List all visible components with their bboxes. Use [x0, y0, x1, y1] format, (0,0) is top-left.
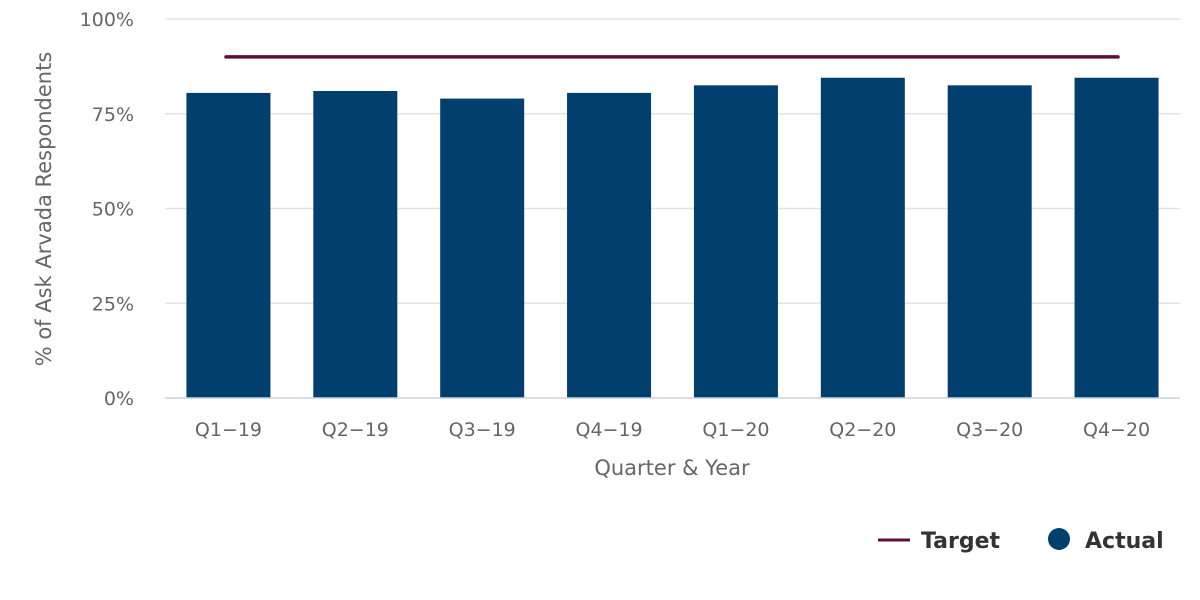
x-tick-label: Q2−19	[322, 419, 389, 441]
legend-actual-swatch	[1048, 528, 1070, 550]
y-tick-label: 100%	[80, 9, 134, 31]
y-tick-label: 25%	[92, 293, 134, 315]
bar-q2-20[interactable]	[820, 77, 905, 399]
bar-q2-19[interactable]	[313, 91, 398, 398]
x-tick-label: Q4−20	[1083, 419, 1150, 441]
y-tick-label: 0%	[104, 388, 134, 410]
bar-q4-19[interactable]	[567, 92, 652, 398]
x-axis-title: Quarter & Year	[594, 456, 750, 480]
y-axis-title: % of Ask Arvada Respondents	[32, 52, 56, 367]
x-tick-label: Q1−20	[702, 419, 769, 441]
legend-target-label: Target	[921, 529, 1001, 554]
legend-item-actual[interactable]: Actual	[1048, 528, 1164, 554]
x-tick-label: Q2−20	[829, 419, 896, 441]
y-tick-label: 75%	[92, 104, 134, 126]
bar-q1-19[interactable]	[186, 92, 271, 398]
x-tick-label: Q3−19	[449, 419, 516, 441]
legend-actual-label: Actual	[1085, 529, 1164, 554]
x-tick-label: Q1−19	[195, 419, 262, 441]
legend: Target Actual	[878, 528, 1164, 554]
bar-q3-20[interactable]	[947, 85, 1032, 398]
bar-q3-19[interactable]	[440, 98, 525, 398]
x-tick-label: Q4−19	[575, 419, 642, 441]
x-tick-label: Q3−20	[956, 419, 1023, 441]
bar-q1-20[interactable]	[693, 85, 778, 398]
x-axis-ticks: Q1−19 Q2−19 Q3−19 Q4−19 Q1−20 Q2−20 Q3−20 Q4−20	[195, 419, 1150, 441]
bars	[186, 77, 1159, 399]
legend-item-target[interactable]: Target	[878, 529, 1001, 554]
bar-q4-20[interactable]	[1074, 77, 1159, 399]
y-tick-label: 50%	[92, 199, 134, 221]
y-axis-ticks: 0% 25% 50% 75% 100%	[80, 9, 134, 410]
